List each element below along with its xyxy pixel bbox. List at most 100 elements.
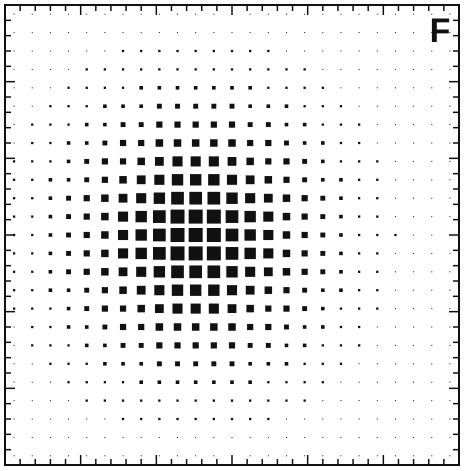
dot [210,323,218,331]
dot [101,250,109,258]
dot [122,68,124,70]
dot [67,288,71,292]
dot [84,232,90,238]
dot [232,437,233,438]
dot [50,400,51,401]
dot [102,306,108,312]
dot [85,344,89,348]
dot [302,306,307,311]
dot [230,361,235,366]
dot [302,250,308,256]
dot [31,252,33,254]
dot [248,104,252,108]
dot [119,286,127,294]
dot [84,269,90,275]
dot [13,160,15,162]
dot [84,306,89,311]
dot [123,455,124,456]
dot [123,437,124,438]
dot [121,122,126,127]
dot [67,87,69,89]
dot [232,14,233,15]
dot [230,104,235,109]
dot [49,105,51,107]
dot [85,325,89,329]
dot [245,193,255,203]
dot [376,215,378,217]
dot [67,160,71,164]
dot [267,418,269,420]
dot [86,437,87,438]
dot [195,455,196,456]
dot [320,251,325,256]
dot [413,69,414,70]
dot [413,87,414,88]
dot [302,214,308,220]
dot [376,252,378,254]
dot [104,14,105,15]
dot [32,14,33,15]
dot [189,192,202,205]
dot [14,14,15,15]
dot [14,143,15,144]
dot [68,14,69,15]
dot [171,246,185,260]
dot [137,158,145,166]
dot [137,286,146,295]
dot [431,271,432,272]
dot [67,363,69,365]
dot [13,215,15,217]
dot [304,437,305,438]
dot [159,14,160,15]
dot [226,210,239,223]
dot [340,382,341,383]
dot [449,198,450,199]
dot [31,344,33,346]
dot [302,177,307,182]
dot [358,215,360,217]
dot [247,140,253,146]
dot [395,308,396,309]
dot [449,455,450,456]
dot [86,14,87,15]
dot [267,399,269,401]
dot [226,266,237,277]
dot [171,265,184,278]
dot [136,229,147,240]
dot [431,143,432,144]
dot [285,362,289,366]
dot [284,141,289,146]
dot [376,160,378,162]
dot [138,324,144,330]
dot [194,380,198,384]
dot [226,247,239,260]
dot [449,308,450,309]
dot [268,455,269,456]
dot [154,285,164,295]
dot [358,344,360,346]
dot [211,122,217,128]
dot [31,307,33,309]
dot [247,324,253,330]
dot [322,105,324,107]
dot [267,104,271,108]
dot [248,343,253,348]
dot [431,382,432,383]
dot [120,324,126,330]
dot [104,381,106,383]
dot [213,437,214,438]
dot [320,196,325,201]
dot [322,69,323,70]
dot [449,216,450,217]
dot [172,285,183,296]
dot [207,192,220,205]
dot [32,455,33,456]
dot [250,14,251,15]
dot [49,270,53,274]
dot [395,179,396,180]
dot [395,455,396,456]
dot [376,234,378,236]
dot [208,285,219,296]
dot [340,326,342,328]
dot [395,51,396,52]
